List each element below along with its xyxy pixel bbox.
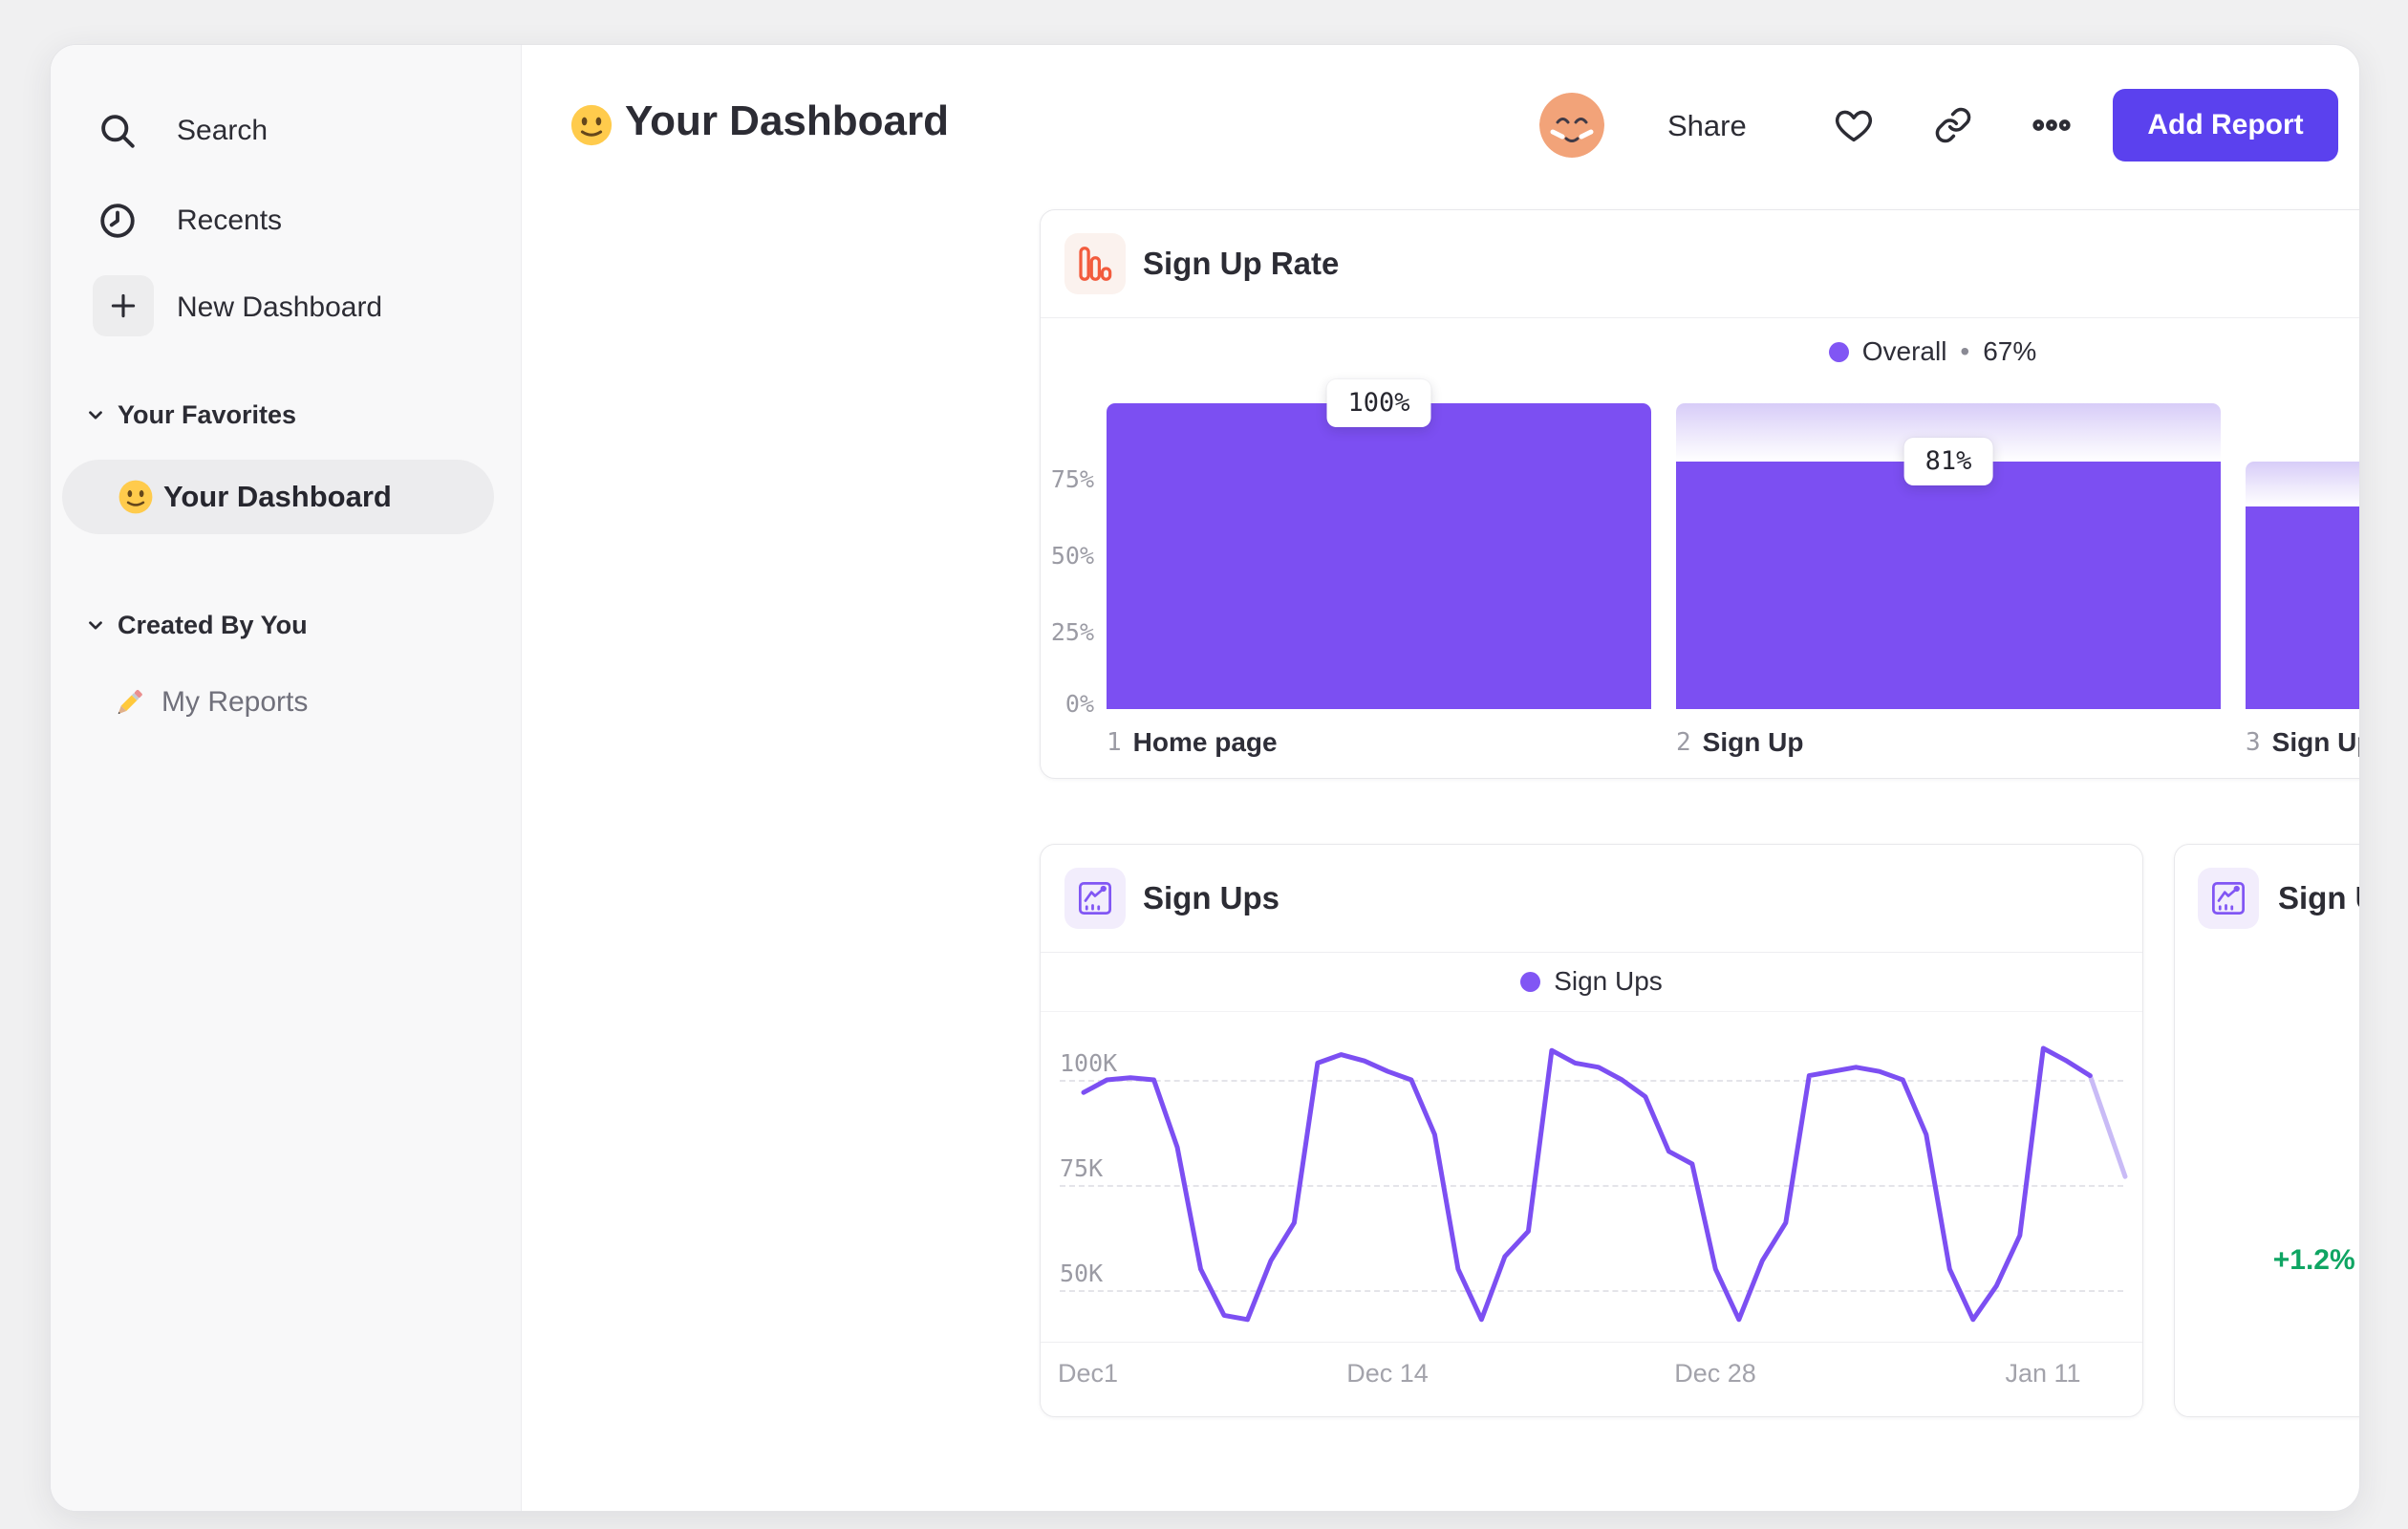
y-axis-tick: 0% bbox=[1064, 690, 1094, 718]
favorite-heart-icon[interactable] bbox=[1833, 104, 1875, 146]
funnel-bar-step-1[interactable]: 100% bbox=[1107, 210, 1651, 709]
legend-label: Sign Ups bbox=[1554, 966, 1663, 996]
line-chart-card: Sign Ups Sign Ups 100K 75K 50K bbox=[1040, 844, 2143, 1417]
line-chart-icon bbox=[2198, 868, 2259, 929]
funnel-card-header: Sign Up Rate bbox=[1041, 210, 2359, 318]
legend-dot bbox=[1828, 341, 1849, 362]
stat-delta-value: +1.2% bbox=[2272, 1244, 2355, 1276]
line-card-header: Sign Ups bbox=[1041, 845, 2142, 953]
sidebar-item-my-reports[interactable]: My Reports bbox=[51, 674, 521, 731]
sidebar-item-your-dashboard[interactable]: Your Dashboard bbox=[62, 460, 494, 534]
y-axis-tick: 75K bbox=[1060, 1154, 1104, 1182]
section-title: Your Favorites bbox=[118, 399, 297, 429]
funnel-step-label: 1 Home page bbox=[1107, 727, 1278, 757]
sidebar: Search Recents New Dashboard bbox=[51, 45, 522, 1511]
smiley-emoji bbox=[570, 103, 613, 152]
funnel-value-label: 81% bbox=[1903, 437, 1993, 485]
smiley-emoji bbox=[118, 479, 154, 515]
chevron-down-icon bbox=[85, 614, 106, 635]
funnel-bar-step-3[interactable]: 82% bbox=[2246, 210, 2359, 709]
page-title: Your Dashboard bbox=[625, 97, 950, 144]
funnel-bar-step-2[interactable]: 81% bbox=[1676, 210, 2221, 709]
funnel-bar-fill bbox=[1676, 461, 2221, 709]
sidebar-item-label: My Reports bbox=[161, 686, 309, 718]
sidebar-item-search[interactable]: Search bbox=[51, 102, 521, 160]
clock-icon bbox=[97, 200, 139, 242]
legend-label: Overall bbox=[1861, 336, 1947, 366]
funnel-bars-icon bbox=[1064, 233, 1126, 294]
add-report-button[interactable]: Add Report bbox=[2113, 89, 2338, 162]
axis-divider bbox=[1041, 1342, 2142, 1343]
x-axis-tick: Dec 14 bbox=[1346, 1359, 1429, 1388]
sidebar-item-new-dashboard[interactable]: New Dashboard bbox=[51, 275, 521, 336]
sidebar-item-label: New Dashboard bbox=[177, 291, 383, 323]
stat-big-value: 100K bbox=[2175, 1005, 2359, 1130]
legend-separator: • bbox=[1960, 336, 1970, 366]
more-options-icon[interactable] bbox=[2031, 104, 2073, 146]
x-axis-tick: Dec1 bbox=[1058, 1359, 1119, 1388]
sidebar-section-created-by-you[interactable]: Created By You bbox=[51, 606, 521, 644]
funnel-bar-fill bbox=[1107, 403, 1651, 709]
y-axis-tick: 50K bbox=[1060, 1260, 1104, 1287]
sidebar-item-label: Recents bbox=[177, 205, 283, 236]
sidebar-item-label: Your Dashboard bbox=[163, 480, 392, 513]
gridline bbox=[1060, 1080, 2123, 1082]
y-axis-tick: 75% bbox=[1050, 465, 1094, 493]
chevron-down-icon bbox=[85, 404, 106, 425]
x-axis-tick: Dec 28 bbox=[1674, 1359, 1756, 1388]
stat-value-label: Unique Users bbox=[2175, 1175, 2359, 1216]
sidebar-section-your-favorites[interactable]: Your Favorites bbox=[51, 396, 521, 434]
app-panel: Search Recents New Dashboard bbox=[50, 44, 2360, 1512]
funnel-bar-fill bbox=[2246, 506, 2359, 709]
card-title: Sign Ups bbox=[1143, 880, 1280, 915]
stat-card: Sign Ups Today 100K Unique Users +1.2% c… bbox=[2174, 844, 2359, 1417]
section-title: Created By You bbox=[118, 610, 308, 639]
stat-delta-row: +1.2% compared to previous period bbox=[2175, 1244, 2359, 1277]
funnel-legend[interactable]: Overall • 67% bbox=[1041, 331, 2359, 373]
funnel-card: Sign Up Rate Overall • 67% bbox=[1040, 209, 2359, 779]
funnel-dropoff-cap bbox=[2246, 461, 2359, 506]
sidebar-item-label: Search bbox=[177, 115, 269, 146]
avatar[interactable] bbox=[1539, 93, 1604, 158]
y-axis-tick: 50% bbox=[1050, 542, 1094, 570]
pencil-emoji bbox=[110, 683, 148, 721]
y-axis-tick: 25% bbox=[1050, 618, 1094, 646]
card-title: Sign Ups Today bbox=[2278, 880, 2359, 915]
legend-value: 67% bbox=[1983, 336, 2037, 366]
main-area: Your Dashboard Share bbox=[521, 45, 2359, 1511]
line-chart-plot[interactable]: 100K 75K 50K Dec1 Dec 14 Dec 28 Jan 11 bbox=[1041, 845, 2142, 1416]
plus-icon bbox=[93, 275, 154, 336]
legend-dot bbox=[1520, 971, 1541, 992]
line-legend[interactable]: Sign Ups bbox=[1041, 952, 2142, 1012]
sidebar-item-recents[interactable]: Recents bbox=[51, 192, 521, 249]
line-chart-icon bbox=[1064, 868, 1126, 929]
line-series bbox=[1081, 1045, 2128, 1323]
search-icon bbox=[97, 110, 139, 152]
share-button[interactable]: Share bbox=[1667, 109, 1747, 142]
y-axis-tick: 100K bbox=[1060, 1049, 1118, 1077]
funnel-value-label: 100% bbox=[1326, 379, 1431, 427]
funnel-step-label: 2 Sign Up bbox=[1676, 727, 1804, 757]
gridline bbox=[1060, 1290, 2123, 1292]
stat-card-header: Sign Ups Today bbox=[2175, 845, 2359, 952]
x-axis-tick: Jan 11 bbox=[2005, 1359, 2081, 1388]
card-title: Sign Up Rate bbox=[1143, 246, 1340, 281]
gridline bbox=[1060, 1185, 2123, 1187]
copy-link-icon[interactable] bbox=[1932, 104, 1974, 146]
